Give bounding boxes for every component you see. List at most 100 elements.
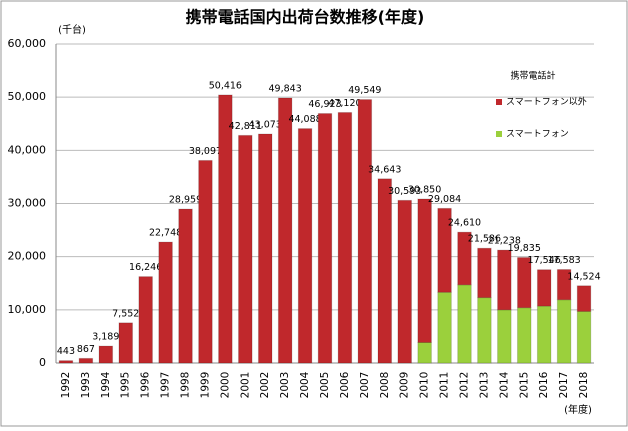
bar-segment	[377, 178, 393, 364]
total-label: 22,748	[149, 228, 182, 239]
total-label: 867	[77, 344, 95, 355]
bar-segment	[477, 297, 492, 364]
bar-segment	[417, 198, 432, 343]
total-label: 50,416	[209, 80, 242, 91]
x-tick-label: 2007	[359, 372, 371, 399]
x-tick-label: 1992	[60, 372, 72, 399]
bar-segment	[516, 307, 532, 364]
bar-segment	[497, 309, 512, 364]
x-tick-label: 2002	[259, 372, 271, 399]
x-tick-label: 1995	[120, 372, 132, 399]
total-label: 19,835	[508, 243, 541, 254]
bar-segment	[178, 208, 193, 364]
x-tick-label: 2017	[558, 372, 570, 399]
y-tick-label: 60,000	[8, 37, 47, 50]
y-tick-label: 40,000	[8, 143, 47, 156]
bar-segment	[78, 357, 94, 364]
x-tick-label: 2004	[299, 371, 311, 398]
legend-label: スマートフォン	[506, 130, 569, 140]
total-label: 21,238	[488, 236, 521, 247]
total-label: 42,811	[229, 121, 262, 132]
bar-segment	[536, 305, 552, 364]
total-label: 3,189	[92, 332, 119, 343]
total-label: 17,546	[528, 255, 561, 266]
total-label: 21,586	[468, 234, 501, 245]
x-tick-label: 2018	[578, 372, 590, 399]
bar-segment	[556, 299, 572, 364]
total-label: 24,610	[448, 218, 481, 229]
bar-segment	[397, 199, 412, 364]
chart-title: 携帯電話国内出荷台数推移(年度)	[186, 8, 425, 27]
x-tick-label: 2001	[239, 372, 251, 399]
y-unit-label: (千台)	[58, 23, 86, 36]
total-label: 47,120	[328, 98, 361, 109]
total-label: 17,583	[547, 255, 580, 266]
bar-segment	[417, 341, 432, 364]
legend-title: 携帯電話計	[510, 70, 555, 82]
bar-segment	[198, 159, 213, 364]
total-label: 30,593	[388, 186, 421, 197]
bar-segment	[118, 322, 134, 364]
bar-segment	[98, 345, 114, 364]
x-tick-label: 2000	[219, 372, 231, 399]
total-label: 30,850	[408, 184, 441, 195]
total-label: 49,549	[348, 85, 381, 96]
bar-segment	[457, 284, 472, 364]
x-unit-label: (年度)	[564, 403, 592, 416]
bar-segment	[477, 247, 492, 299]
x-tick-label: 1998	[180, 372, 192, 399]
y-tick-label: 50,000	[8, 90, 47, 103]
bar-segment	[357, 99, 373, 364]
x-tick-label: 2015	[518, 372, 530, 399]
bar-segment	[317, 113, 333, 364]
total-label: 7,552	[112, 308, 139, 319]
total-label: 38,097	[189, 146, 222, 157]
bar-segment	[497, 249, 512, 311]
total-label: 14,524	[567, 271, 600, 282]
x-tick-label: 2006	[339, 371, 351, 398]
total-label: 34,643	[368, 164, 401, 175]
bar-segment	[556, 269, 572, 301]
total-label: 46,923	[308, 99, 341, 110]
total-label: 49,843	[269, 84, 302, 95]
legend-swatch	[496, 131, 502, 137]
x-tick-label: 1999	[199, 372, 211, 399]
bar-segment	[536, 269, 552, 307]
x-tick-label: 2011	[439, 372, 451, 399]
bar-segment	[238, 134, 253, 364]
y-tick-label: 30,000	[8, 197, 47, 210]
bar-segment	[437, 207, 452, 293]
x-tick-label: 2010	[419, 372, 431, 399]
bar-segment	[297, 128, 313, 364]
total-label: 16,246	[129, 262, 162, 273]
legend-swatch	[496, 99, 502, 105]
x-tick-label: 2013	[478, 372, 490, 399]
x-tick-label: 1993	[80, 372, 92, 399]
bar-segment	[516, 257, 532, 309]
y-tick-label: 0	[39, 356, 46, 369]
bar-segment	[58, 360, 74, 364]
bar-segment	[337, 111, 353, 364]
x-tick-label: 1994	[100, 371, 112, 398]
x-tick-label: 2012	[458, 372, 470, 399]
x-tick-label: 2008	[379, 372, 391, 399]
x-tick-label: 2009	[399, 372, 411, 399]
bar-segment	[457, 231, 472, 286]
bar-segment	[576, 310, 592, 364]
bar-segment	[437, 291, 452, 364]
bar-segment	[158, 241, 173, 364]
y-tick-label: 10,000	[8, 303, 47, 316]
total-label: 29,084	[428, 194, 461, 205]
x-tick-label: 2016	[538, 371, 550, 398]
total-label: 443	[57, 346, 75, 357]
x-tick-label: 2003	[279, 372, 291, 399]
x-tick-label: 1997	[160, 372, 172, 399]
x-tick-label: 2014	[498, 371, 510, 398]
bar-segment	[138, 276, 153, 364]
x-tick-label: 1996	[140, 371, 152, 398]
total-label: 43,073	[249, 119, 282, 130]
x-tick-label: 2005	[319, 372, 331, 399]
bar-segment	[257, 133, 273, 364]
